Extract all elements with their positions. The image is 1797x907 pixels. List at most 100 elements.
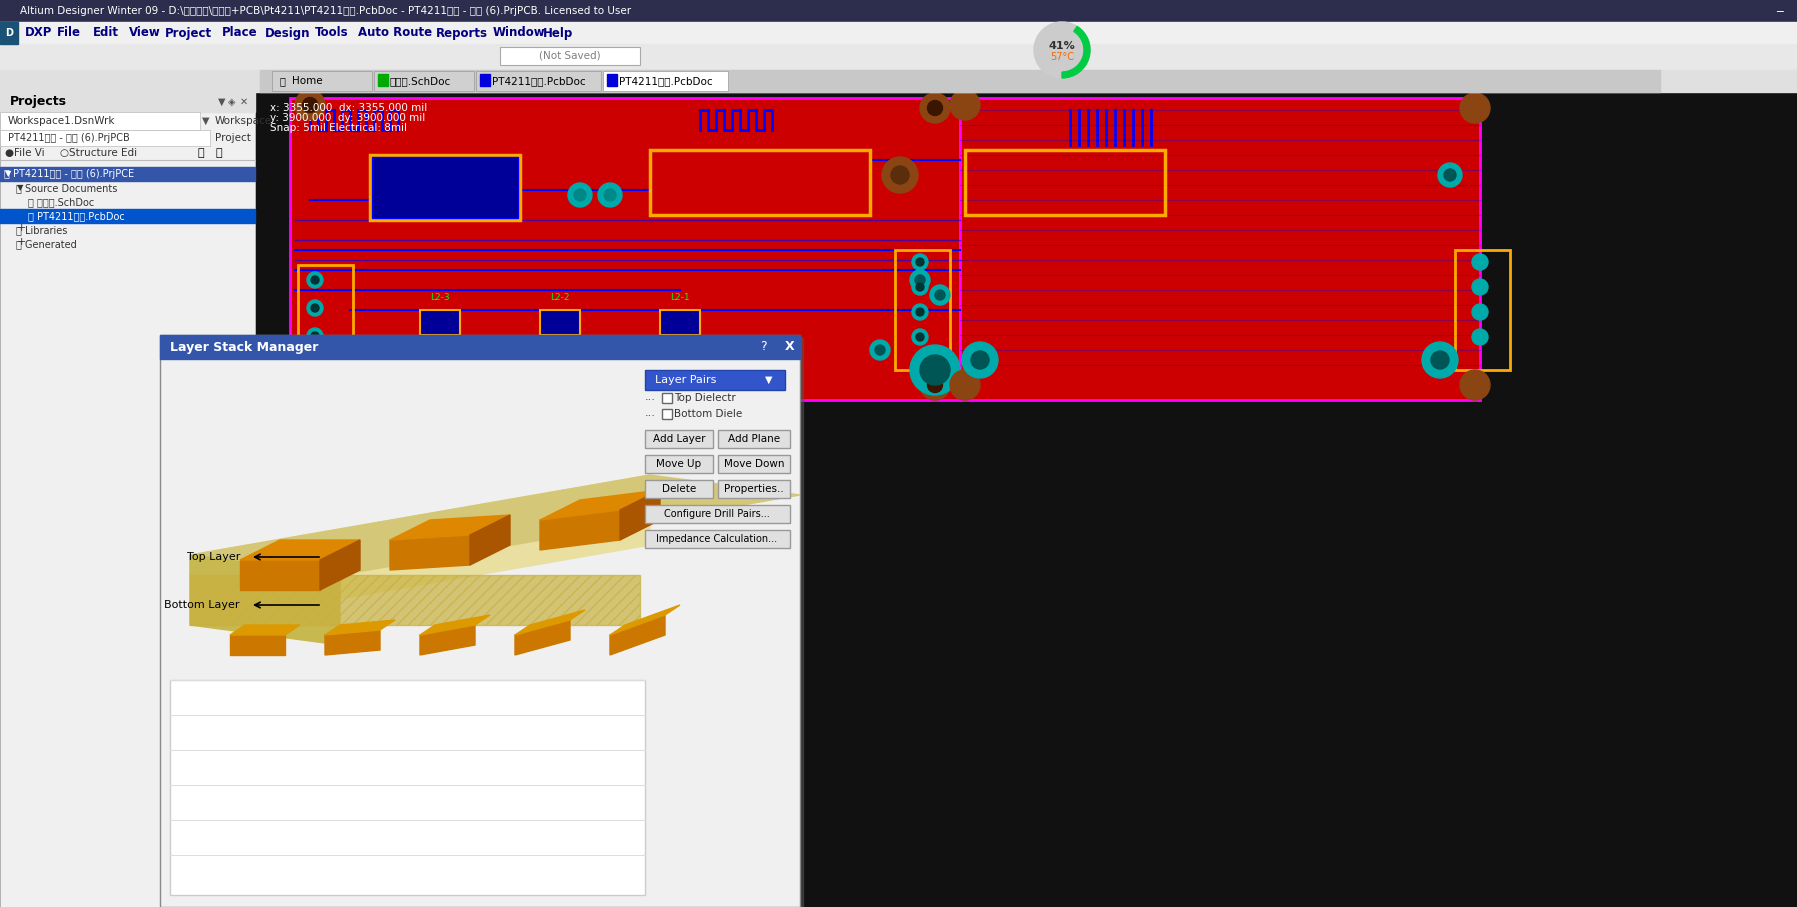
Circle shape	[1459, 370, 1490, 400]
Bar	[160, 335, 800, 359]
Circle shape	[927, 101, 942, 115]
Polygon shape	[190, 475, 651, 625]
Circle shape	[1430, 351, 1448, 369]
Bar	[0, 22, 18, 44]
Text: 📄 PT4211驱动.PcbDoc: 📄 PT4211驱动.PcbDoc	[29, 211, 124, 221]
Bar	[960, 98, 1481, 400]
Bar	[298, 265, 352, 365]
Text: ▼: ▼	[766, 375, 773, 385]
Circle shape	[916, 308, 924, 316]
Polygon shape	[620, 490, 659, 540]
Polygon shape	[325, 630, 379, 655]
Text: Bottom Layer: Bottom Layer	[165, 600, 241, 610]
Text: ...: ...	[645, 408, 656, 418]
Circle shape	[307, 272, 323, 288]
Text: Properties..: Properties..	[724, 484, 783, 494]
Text: D: D	[5, 28, 13, 38]
Text: PT4211驱动 - 副本 (6).PrjPCB: PT4211驱动 - 副本 (6).PrjPCB	[7, 133, 129, 143]
Bar	[645, 530, 791, 548]
Text: Help: Help	[543, 26, 573, 40]
Circle shape	[302, 377, 318, 393]
Text: (Not Saved): (Not Saved)	[539, 51, 600, 61]
Bar	[645, 370, 785, 390]
Circle shape	[951, 90, 979, 120]
Text: Edit: Edit	[93, 26, 119, 40]
Text: 📄 灯驱动.SchDoc: 📄 灯驱动.SchDoc	[29, 197, 93, 207]
Bar	[659, 310, 701, 335]
Bar	[965, 150, 1164, 215]
Text: Bottom Diele: Bottom Diele	[674, 409, 742, 419]
Polygon shape	[609, 605, 679, 635]
Circle shape	[909, 270, 931, 290]
Text: Reports: Reports	[437, 26, 489, 40]
Text: Workspace1.DsnWrk: Workspace1.DsnWrk	[7, 116, 115, 126]
Bar	[0, 44, 1797, 70]
Text: 📁 Libraries: 📁 Libraries	[16, 225, 66, 235]
Text: ○Structure Edi: ○Structure Edi	[59, 148, 137, 158]
Circle shape	[913, 329, 927, 345]
Text: ●File Vi: ●File Vi	[5, 148, 45, 158]
Bar	[0, 70, 1797, 92]
Bar	[651, 150, 870, 215]
Circle shape	[1472, 329, 1488, 345]
Text: 57°C: 57°C	[1049, 52, 1075, 62]
Text: x: 3355.000  dx: 3355.000 mil: x: 3355.000 dx: 3355.000 mil	[270, 103, 428, 113]
Circle shape	[311, 276, 320, 284]
Bar	[255, 92, 1797, 907]
Circle shape	[295, 90, 325, 120]
Bar	[895, 250, 951, 370]
Polygon shape	[230, 625, 300, 635]
Bar	[476, 71, 600, 91]
Text: 📁: 📁	[216, 148, 223, 158]
Circle shape	[927, 377, 942, 393]
Text: Dk-3: Dk-3	[429, 344, 451, 353]
Text: L2-2: L2-2	[550, 294, 570, 303]
Text: Project: Project	[216, 133, 252, 143]
Circle shape	[913, 279, 927, 295]
Text: L2-3: L2-3	[429, 294, 449, 303]
Circle shape	[951, 370, 979, 400]
Text: Add Layer: Add Layer	[652, 434, 704, 444]
Text: ...: ...	[645, 392, 656, 402]
Circle shape	[311, 332, 320, 340]
Bar	[420, 310, 460, 335]
Bar	[372, 157, 518, 218]
Polygon shape	[390, 515, 510, 540]
Text: Snap: 5mil Electrical: 8mil: Snap: 5mil Electrical: 8mil	[270, 123, 406, 133]
Text: Impedance Calculation...: Impedance Calculation...	[656, 534, 778, 544]
Circle shape	[604, 189, 616, 201]
Text: Top Layer: Top Layer	[187, 552, 241, 562]
Text: Workspace: Workspace	[216, 116, 271, 126]
Text: ✕: ✕	[241, 97, 248, 107]
Text: 📋 PT4211驱动 - 副本 (6).PrjPCE: 📋 PT4211驱动 - 副本 (6).PrjPCE	[4, 169, 135, 179]
Circle shape	[1445, 169, 1456, 181]
Circle shape	[920, 370, 951, 400]
Text: Window: Window	[492, 26, 546, 40]
Circle shape	[302, 97, 318, 112]
Circle shape	[909, 345, 960, 395]
Text: Delete: Delete	[661, 484, 695, 494]
Circle shape	[916, 333, 924, 341]
Polygon shape	[390, 535, 471, 570]
Polygon shape	[325, 620, 395, 635]
Text: PT4211驱动.PcbDoc: PT4211驱动.PcbDoc	[492, 76, 586, 86]
Bar	[1456, 250, 1509, 370]
Circle shape	[970, 351, 988, 369]
Text: ▼: ▼	[201, 116, 210, 126]
Polygon shape	[420, 615, 491, 635]
Text: ▼: ▼	[16, 183, 23, 192]
Circle shape	[1438, 163, 1463, 187]
Text: 📁 Generated: 📁 Generated	[16, 239, 77, 249]
Bar	[645, 505, 791, 523]
Bar	[160, 335, 800, 907]
Circle shape	[891, 166, 909, 184]
Text: View: View	[129, 26, 160, 40]
Bar	[480, 74, 491, 86]
Circle shape	[875, 345, 884, 355]
Bar	[645, 455, 713, 473]
Bar	[261, 70, 1660, 92]
Circle shape	[307, 328, 323, 344]
Text: ▼: ▼	[217, 97, 225, 107]
Circle shape	[920, 93, 951, 123]
Text: Move Down: Move Down	[724, 459, 783, 469]
